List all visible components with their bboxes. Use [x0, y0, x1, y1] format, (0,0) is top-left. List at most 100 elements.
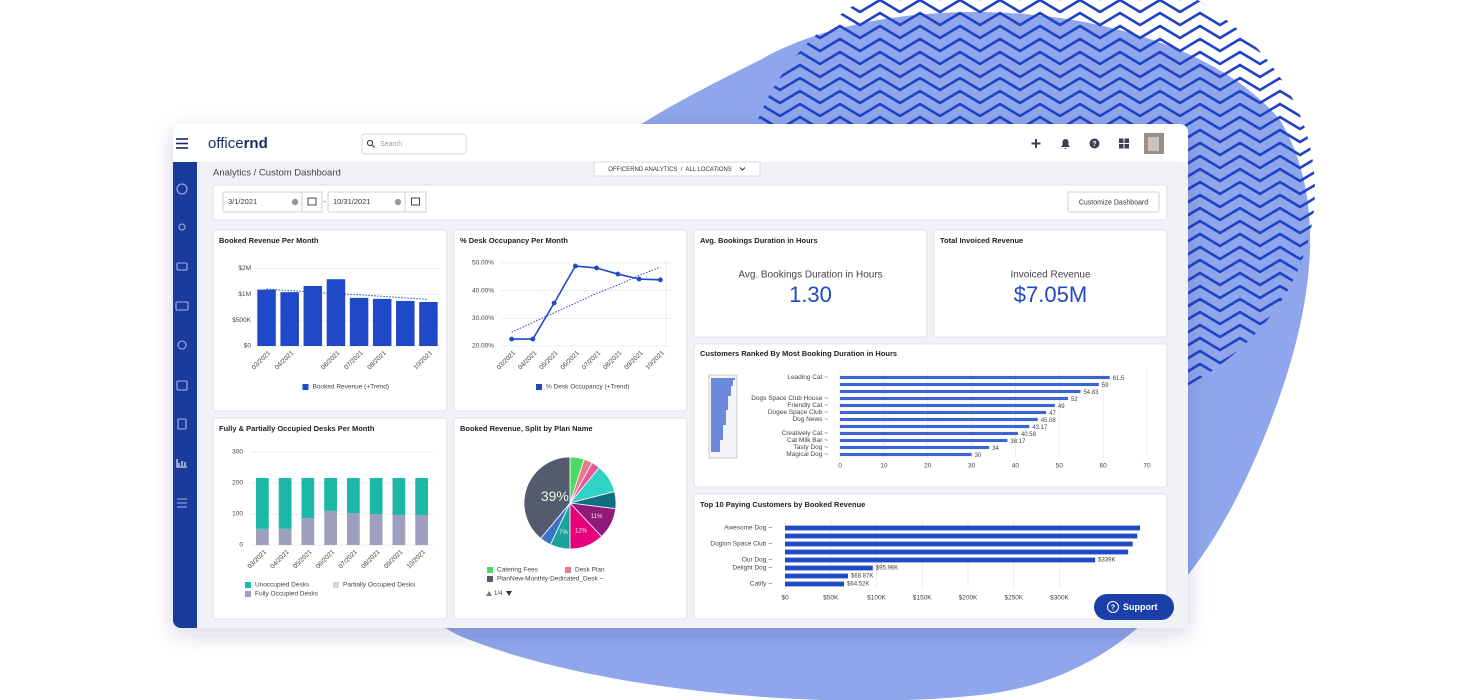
y-tick-label: 100	[232, 511, 243, 518]
bar	[785, 573, 849, 579]
add-icon[interactable]	[1031, 139, 1041, 148]
apps-icon	[1124, 138, 1129, 143]
start-date: 3/1/2021	[228, 197, 257, 206]
data-label: $339K	[1098, 558, 1115, 564]
panel-title: % Desk Occupancy Per Month	[460, 236, 568, 245]
clear-start-date[interactable]	[291, 198, 299, 206]
menu-button[interactable]	[176, 138, 188, 149]
bar	[372, 298, 392, 346]
search-icon-handle	[371, 144, 375, 148]
bar	[785, 525, 1141, 531]
kpi-value: 1.30	[789, 282, 832, 307]
y-tick-label: 30.00%	[472, 315, 494, 322]
panel	[933, 229, 1168, 338]
bar-segment	[256, 478, 269, 529]
avatar-detail	[1148, 137, 1159, 151]
y-tick-label: 20.00%	[472, 343, 494, 350]
logo[interactable]: officernd	[208, 135, 268, 152]
nav-members[interactable]	[178, 223, 186, 231]
kpi-label: Invoiced Revenue	[1010, 270, 1090, 281]
clear-end-date[interactable]	[394, 198, 402, 206]
bar-segment	[415, 514, 428, 545]
nav-analytics[interactable]	[176, 459, 187, 468]
category-label: Dogs Space Club House ~	[751, 395, 828, 402]
bar-segment	[301, 518, 315, 545]
pattern-line	[745, 102, 1315, 118]
x-tick-label: $200K	[959, 595, 978, 602]
y-tick-label: 200	[232, 480, 243, 487]
panel	[693, 343, 1168, 488]
legend-label: Catering Fees	[497, 567, 539, 574]
point	[594, 265, 600, 271]
x-tick-label: $250K	[1004, 595, 1023, 602]
filter-bar	[212, 184, 1168, 221]
notifications-icon[interactable]	[1061, 139, 1070, 149]
pie-slice	[523, 456, 571, 540]
logo-light: office	[208, 135, 244, 152]
x-tick-label: 40	[1012, 463, 1020, 470]
x-tick-label: $100K	[867, 595, 886, 602]
legend-next[interactable]	[506, 591, 512, 596]
bar	[349, 297, 369, 346]
nav-calendar[interactable]	[176, 380, 188, 391]
bar	[840, 389, 1081, 394]
end-calendar-button[interactable]	[404, 191, 427, 213]
help-icon[interactable]	[1089, 138, 1100, 149]
bar	[840, 452, 972, 457]
point	[572, 263, 578, 269]
point	[615, 271, 621, 277]
x-tick-label: 30	[968, 463, 976, 470]
scope-selector[interactable]	[593, 161, 761, 177]
point	[636, 276, 642, 282]
nav-billing[interactable]	[175, 301, 189, 311]
scope-chevron	[739, 167, 746, 171]
y-tick-label: $0	[244, 343, 252, 350]
search-box[interactable]	[361, 133, 467, 155]
customize-button[interactable]	[1067, 191, 1160, 213]
legend-prev	[486, 591, 492, 596]
category-label: Friendly Cat ~	[787, 402, 828, 409]
point	[509, 336, 515, 342]
scope-label: OFFICERND ANALYTICS / ALL LOCATIONS	[608, 167, 732, 173]
bar	[840, 396, 1069, 401]
logo-bold: rnd	[244, 135, 268, 152]
bar-segment	[392, 478, 406, 515]
x-tick-label: 60	[1100, 463, 1108, 470]
nav-documents[interactable]	[177, 418, 187, 430]
bar-segment	[392, 514, 406, 545]
x-tick-label: $300K	[1050, 595, 1069, 602]
point	[551, 300, 557, 306]
bar	[840, 445, 990, 450]
y-tick-label: $2M	[238, 265, 251, 272]
nav-locations[interactable]	[177, 340, 187, 350]
category-label: Leading Cat ~	[787, 374, 828, 381]
bar-segment	[301, 478, 315, 519]
support-button[interactable]	[1094, 594, 1174, 620]
chart-navigator	[708, 374, 738, 459]
nav-dashboard[interactable]	[176, 183, 188, 195]
nav-settings[interactable]	[177, 498, 187, 508]
legend-swatch	[565, 567, 571, 573]
legend-label: PlanNew-Monthly-Dedicated_Desk ~	[497, 576, 604, 583]
end-date: 10/31/2021	[333, 197, 371, 206]
x-tick-label: $0	[781, 595, 789, 602]
data-label: 61.5	[1113, 376, 1125, 382]
kpi-label: Avg. Bookings Duration in Hours	[738, 270, 882, 281]
category-label: Tasty Dog ~	[793, 444, 828, 451]
bar-segment	[347, 478, 360, 514]
bar	[840, 382, 1099, 387]
apps-icon[interactable]	[1119, 138, 1124, 144]
bar	[785, 581, 845, 587]
x-tick-label: $50K	[823, 595, 839, 602]
start-calendar-button[interactable]	[301, 191, 323, 213]
legend-page: 1/4	[494, 591, 503, 597]
nav-messages[interactable]	[176, 262, 188, 271]
legend-swatch	[245, 591, 251, 597]
slice-label: 39%	[541, 488, 569, 504]
category-label: Cat Milk Bar ~	[787, 437, 828, 444]
support-label: Support	[1123, 602, 1158, 612]
data-label: 30	[975, 453, 982, 459]
bar	[257, 289, 276, 346]
